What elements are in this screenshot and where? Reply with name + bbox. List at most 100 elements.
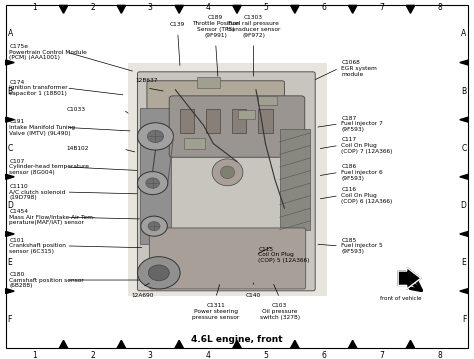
Text: C174
Ignition transformer
capacitor 1 (18801): C174 Ignition transformer capacitor 1 (1… [9,80,68,96]
Text: A: A [461,29,466,38]
Polygon shape [348,5,357,13]
Text: C116
Coil On Plug
(COP) 6 (12A366): C116 Coil On Plug (COP) 6 (12A366) [341,187,392,204]
Text: C180
Camshaft position sensor
(6B288): C180 Camshaft position sensor (6B288) [9,272,84,288]
Circle shape [137,123,173,150]
Bar [183,138,205,149]
Polygon shape [406,340,415,348]
Text: C140: C140 [246,293,261,298]
Text: C1033: C1033 [66,107,85,112]
Polygon shape [6,174,14,179]
Text: C115
Coil On Plug
(COP) 5 (12A366): C115 Coil On Plug (COP) 5 (12A366) [258,247,310,263]
Text: 6: 6 [321,351,326,359]
Polygon shape [398,267,421,289]
Polygon shape [59,340,68,348]
Text: D: D [461,201,466,210]
Text: C117
Coil On Plug
(COP) 7 (12A366): C117 Coil On Plug (COP) 7 (12A366) [341,137,393,154]
Polygon shape [460,232,468,237]
Text: C175e
Powertrain Control Module
(PCM) (AAA1001): C175e Powertrain Control Module (PCM) (A… [9,44,87,60]
Polygon shape [460,60,468,65]
Text: C1303
Fuel rail pressure
transducer sensor
(9F972): C1303 Fuel rail pressure transducer sens… [227,15,280,38]
Text: B: B [8,87,13,95]
Circle shape [148,265,169,281]
FancyBboxPatch shape [169,96,305,157]
Polygon shape [291,5,299,13]
Text: 4: 4 [206,3,210,12]
Circle shape [141,216,167,236]
Text: C185
Fuel injector 5
(9F593): C185 Fuel injector 5 (9F593) [341,238,383,254]
Text: B: B [461,87,466,95]
Polygon shape [460,289,468,294]
Text: C103
Oil pressure
switch (3278): C103 Oil pressure switch (3278) [260,303,300,320]
Ellipse shape [220,166,235,178]
Circle shape [148,222,160,231]
Text: C1068
EGR system
module: C1068 EGR system module [341,60,377,76]
Bar [140,108,171,244]
Polygon shape [59,5,68,13]
Text: 7: 7 [379,351,384,359]
Text: 2: 2 [90,351,95,359]
Text: front of vehicle: front of vehicle [380,296,421,301]
Text: C101
Crankshaft position
sensor (6C315): C101 Crankshaft position sensor (6C315) [9,238,66,254]
Polygon shape [175,5,183,13]
Text: C1311
Power steering
pressure sensor: C1311 Power steering pressure sensor [192,303,239,320]
Polygon shape [233,5,241,13]
Polygon shape [460,174,468,179]
Text: C107
Cylinder-head temperature
sensor (8G004): C107 Cylinder-head temperature sensor (8… [9,159,90,175]
Bar [206,109,220,133]
Text: 14B102: 14B102 [66,146,89,151]
Text: 3: 3 [148,3,153,12]
Text: 1: 1 [32,3,37,12]
Circle shape [137,257,180,289]
Text: 4.6L engine, front: 4.6L engine, front [191,335,283,344]
FancyBboxPatch shape [149,228,306,289]
Polygon shape [460,117,468,122]
Text: C139: C139 [170,22,185,27]
Text: F: F [8,315,12,324]
Text: 4: 4 [206,351,210,359]
Text: 8: 8 [437,351,442,359]
Text: C1454
Mass Air Flow/Intake Air Tem-
perature(MAF/IAT) sensor: C1454 Mass Air Flow/Intake Air Tem- pera… [9,209,96,225]
Bar [238,111,255,119]
Text: 6: 6 [321,3,326,12]
Text: 8: 8 [437,3,442,12]
Text: 1: 1 [32,351,37,359]
Circle shape [146,178,159,188]
Polygon shape [6,60,14,65]
Text: 3: 3 [148,351,153,359]
Text: C: C [461,144,466,153]
Circle shape [147,130,164,143]
Polygon shape [175,340,183,348]
Text: C1110
A/C clutch solenoid
(19D798): C1110 A/C clutch solenoid (19D798) [9,184,66,200]
Text: C187
Fuel injector 7
(9F593): C187 Fuel injector 7 (9F593) [341,116,383,132]
Polygon shape [348,340,357,348]
Text: C191
Intake Manifold Tuning
Valve (IMTV) (9L490): C191 Intake Manifold Tuning Valve (IMTV)… [9,119,75,136]
Polygon shape [6,232,14,237]
Polygon shape [291,340,299,348]
Polygon shape [406,5,415,13]
Text: 2: 2 [90,3,95,12]
Text: A: A [8,29,13,38]
Text: F: F [462,315,466,324]
Bar [258,96,277,105]
Bar [258,109,273,133]
Bar [180,109,194,133]
Bar [280,129,310,230]
Polygon shape [117,340,126,348]
FancyBboxPatch shape [147,81,284,120]
Polygon shape [233,340,241,348]
Text: C: C [8,144,13,153]
Text: 12A690: 12A690 [131,293,154,298]
Text: 7: 7 [379,3,384,12]
Text: 5: 5 [264,3,268,12]
Text: C186
Fuel injector 6
(9F593): C186 Fuel injector 6 (9F593) [341,164,383,181]
Bar [128,63,327,296]
Circle shape [137,172,168,195]
Text: E: E [462,258,466,267]
Bar [232,109,246,133]
Text: D: D [8,201,13,210]
FancyBboxPatch shape [137,72,315,291]
Polygon shape [6,117,14,122]
Text: 5: 5 [264,351,268,359]
Text: 12B637: 12B637 [136,78,158,83]
Bar [197,77,220,88]
